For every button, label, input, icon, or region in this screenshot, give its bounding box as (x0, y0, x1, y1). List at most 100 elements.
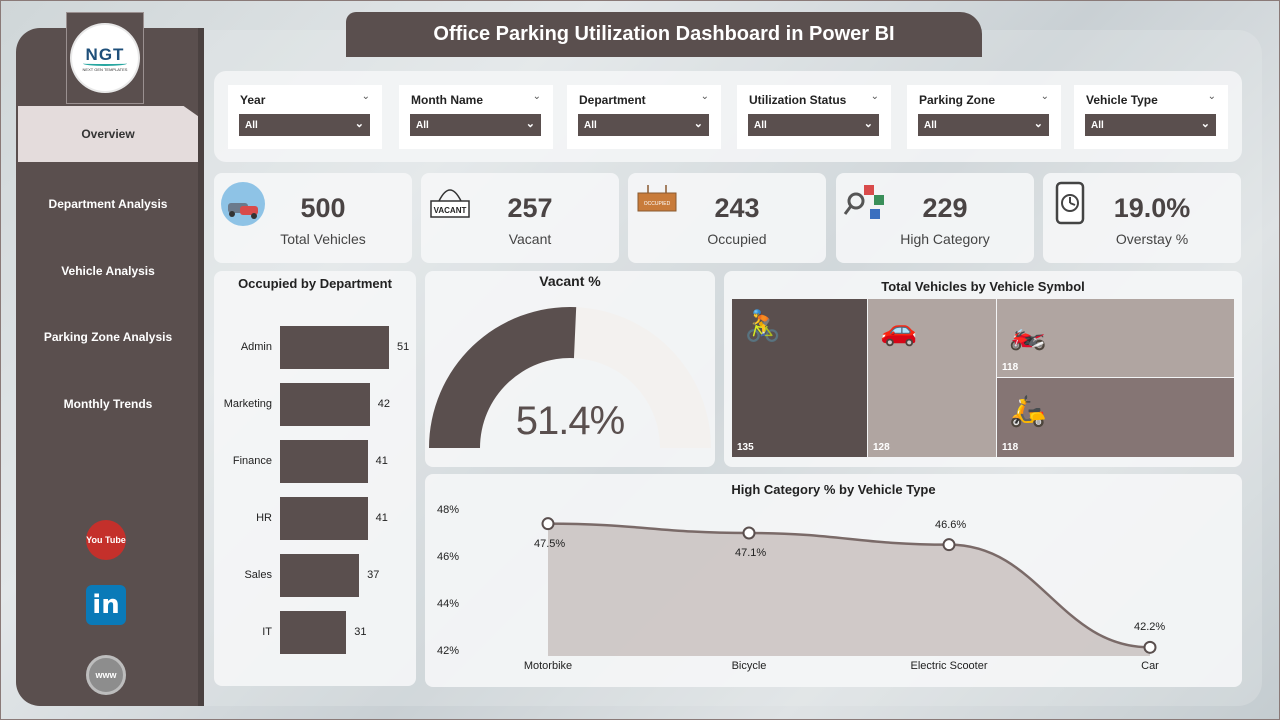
bar-category-label: IT (262, 626, 272, 638)
category-icon (843, 185, 884, 219)
slicer-value: All (1091, 119, 1104, 131)
treemap-cell[interactable]: 🚴 135 (732, 299, 867, 457)
data-label: 47.5% (534, 537, 566, 550)
slicer-value: All (416, 119, 429, 131)
chevron-down-icon[interactable]: ⌄ (1207, 91, 1216, 102)
logo-text: NGT (85, 44, 125, 64)
bicycle-icon: 🚴 (744, 310, 782, 343)
bar-value-label: 31 (354, 626, 367, 638)
chevron-down-icon[interactable]: ⌄ (1040, 91, 1049, 102)
high-category-area-chart: High Category % by Vehicle Type (425, 474, 1242, 687)
chevron-down-icon: ⌄ (1033, 118, 1043, 130)
nav-overview[interactable]: Overview (18, 106, 198, 162)
treemap-value: 135 (737, 442, 754, 453)
slicer-utilization-status[interactable]: Utilization Status ⌄ All ⌄ (737, 85, 891, 149)
website-icon[interactable]: www (86, 655, 126, 695)
occupied-sign-text: OCCUPIED (644, 201, 671, 207)
vehicles-icon (221, 182, 265, 226)
bar-category-label: Sales (244, 569, 272, 581)
slicer-vehicle-type[interactable]: Vehicle Type ⌄ All ⌄ (1074, 85, 1228, 149)
scooter-icon: 🛵 (1009, 395, 1047, 428)
kpi-value: 229 (922, 193, 968, 223)
gauge-fill (429, 307, 577, 448)
chevron-down-icon: ⌄ (693, 118, 703, 130)
slicer-title: Month Name (411, 93, 483, 107)
chevron-down-icon: ⌄ (863, 118, 873, 130)
gauge-value: 51.4% (515, 399, 625, 443)
x-axis-tick: Car (1141, 660, 1159, 672)
car-icon: 🚗 (880, 314, 918, 347)
bar-finance[interactable] (280, 440, 368, 483)
vacant-sign-icon: VACANT (430, 189, 470, 218)
slicer-year[interactable]: Year ⌄ All ⌄ (228, 85, 382, 149)
slicer-parking-zone[interactable]: Parking Zone ⌄ All ⌄ (907, 85, 1061, 149)
slicer-value: All (245, 119, 258, 131)
motorbike-icon: 🏍️ (1009, 318, 1047, 351)
data-label: 47.1% (735, 547, 767, 559)
kpi-card-vacant: VACANT 257 Vacant (421, 173, 619, 263)
chevron-down-icon: ⌄ (354, 118, 364, 130)
slicer-dropdown[interactable]: All ⌄ (239, 114, 370, 136)
nav-label: Department Analysis (48, 197, 168, 211)
occupied-sign-icon: OCCUPIED (637, 185, 677, 212)
bar-it[interactable] (280, 611, 347, 654)
chart-title: Total Vehicles by Vehicle Symbol (881, 279, 1085, 294)
linkedin-label: in (92, 590, 120, 620)
bar-hr[interactable] (280, 497, 368, 540)
kpi-card-total-vehicles: 500 Total Vehicles (214, 173, 412, 263)
chart-title: Vacant % (539, 273, 601, 289)
kpi-label: Vacant (508, 231, 552, 247)
bar-value-label: 51 (397, 341, 410, 353)
chevron-down-icon[interactable]: ⌄ (700, 91, 709, 102)
kpi-label: Overstay % (1115, 231, 1189, 247)
linkedin-icon[interactable]: in (86, 585, 126, 625)
slicer-dropdown[interactable]: All ⌄ (748, 114, 879, 136)
chevron-down-icon[interactable]: ⌄ (361, 91, 370, 102)
slicer-dropdown[interactable]: All ⌄ (1085, 114, 1216, 136)
treemap-value: 118 (1002, 362, 1019, 373)
slicer-dropdown[interactable]: All ⌄ (918, 114, 1049, 136)
bar-sales[interactable] (280, 554, 360, 597)
y-axis-tick: 44% (437, 598, 460, 610)
kpi-label: Total Vehicles (280, 231, 366, 247)
bar-category-label: HR (256, 512, 272, 524)
nav-label: Monthly Trends (63, 397, 153, 411)
treemap-cell[interactable]: 🛵 118 (997, 378, 1234, 457)
kpi-card-overstay: 19.0% Overstay % (1043, 173, 1241, 263)
nav-department-analysis[interactable]: Department Analysis (18, 176, 198, 232)
youtube-icon[interactable]: You Tube (86, 520, 126, 560)
slicer-value: All (584, 119, 597, 131)
slicer-department[interactable]: Department ⌄ All ⌄ (567, 85, 721, 149)
slicer-dropdown[interactable]: All ⌄ (578, 114, 709, 136)
logo: NGT NEXT GEN TEMPLATES (66, 12, 144, 104)
slicer-title: Utilization Status (749, 93, 847, 107)
kpi-value: 500 (300, 193, 346, 223)
slicer-dropdown[interactable]: All ⌄ (410, 114, 541, 136)
nav-vehicle-analysis[interactable]: Vehicle Analysis (18, 243, 198, 299)
data-label: 42.2% (1134, 621, 1166, 634)
bar-category-label: Finance (232, 455, 272, 467)
kpi-value: 243 (714, 193, 760, 223)
slicer-title: Department (579, 93, 646, 107)
bar-value-label: 41 (375, 455, 388, 467)
nav-parking-zone-analysis[interactable]: Parking Zone Analysis (18, 309, 198, 365)
bar-category-label: Admin (240, 341, 272, 353)
bar-category-label: Marketing (223, 398, 272, 410)
bar-admin[interactable] (280, 326, 389, 369)
bar-value-label: 41 (375, 512, 388, 524)
data-label: 46.6% (935, 518, 967, 531)
nav-monthly-trends[interactable]: Monthly Trends (18, 376, 198, 432)
nav-label: Overview (81, 127, 135, 141)
slicer-title: Parking Zone (919, 93, 996, 107)
slicer-value: All (924, 119, 937, 131)
chevron-down-icon[interactable]: ⌄ (870, 91, 879, 102)
x-axis-tick: Motorbike (523, 660, 573, 672)
bar-marketing[interactable] (280, 383, 370, 426)
slicer-month-name[interactable]: Month Name ⌄ All ⌄ (399, 85, 553, 149)
kpi-label: Occupied (707, 231, 767, 247)
chevron-down-icon[interactable]: ⌄ (532, 91, 541, 102)
treemap-cell[interactable]: 🏍️ 118 (997, 299, 1234, 377)
chevron-down-icon: ⌄ (525, 118, 535, 130)
nav-label: Vehicle Analysis (61, 264, 155, 278)
treemap-cell[interactable]: 🚗 128 (868, 299, 996, 457)
